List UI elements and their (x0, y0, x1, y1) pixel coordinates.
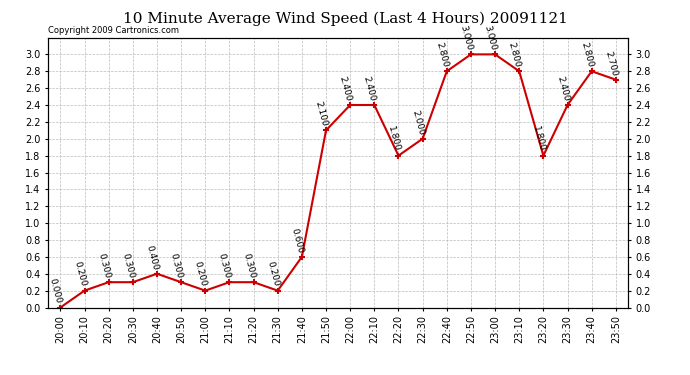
Text: 0.300: 0.300 (96, 252, 112, 279)
Text: 0.300: 0.300 (120, 252, 136, 279)
Text: 2.800: 2.800 (579, 41, 595, 69)
Text: 2.000: 2.000 (410, 109, 426, 136)
Text: 1.800: 1.800 (531, 126, 546, 153)
Text: 0.600: 0.600 (289, 227, 305, 254)
Text: 0.300: 0.300 (241, 252, 257, 279)
Text: 0.300: 0.300 (217, 252, 233, 279)
Text: 2.400: 2.400 (555, 75, 571, 102)
Text: 2.800: 2.800 (434, 41, 450, 69)
Text: 1.800: 1.800 (386, 126, 402, 153)
Text: 0.400: 0.400 (144, 244, 160, 271)
Text: Copyright 2009 Cartronics.com: Copyright 2009 Cartronics.com (48, 26, 179, 35)
Text: 10 Minute Average Wind Speed (Last 4 Hours) 20091121: 10 Minute Average Wind Speed (Last 4 Hou… (123, 11, 567, 26)
Text: 2.800: 2.800 (506, 41, 522, 69)
Text: 2.400: 2.400 (337, 75, 353, 102)
Text: 2.700: 2.700 (603, 50, 619, 77)
Text: 3.000: 3.000 (458, 24, 474, 52)
Text: 0.200: 0.200 (72, 261, 88, 288)
Text: 0.300: 0.300 (168, 252, 184, 279)
Text: 2.100: 2.100 (313, 100, 329, 128)
Text: 0.200: 0.200 (265, 261, 281, 288)
Text: 0.000: 0.000 (48, 278, 63, 305)
Text: 3.000: 3.000 (482, 24, 498, 52)
Text: 2.400: 2.400 (362, 75, 377, 102)
Text: 0.200: 0.200 (193, 261, 208, 288)
